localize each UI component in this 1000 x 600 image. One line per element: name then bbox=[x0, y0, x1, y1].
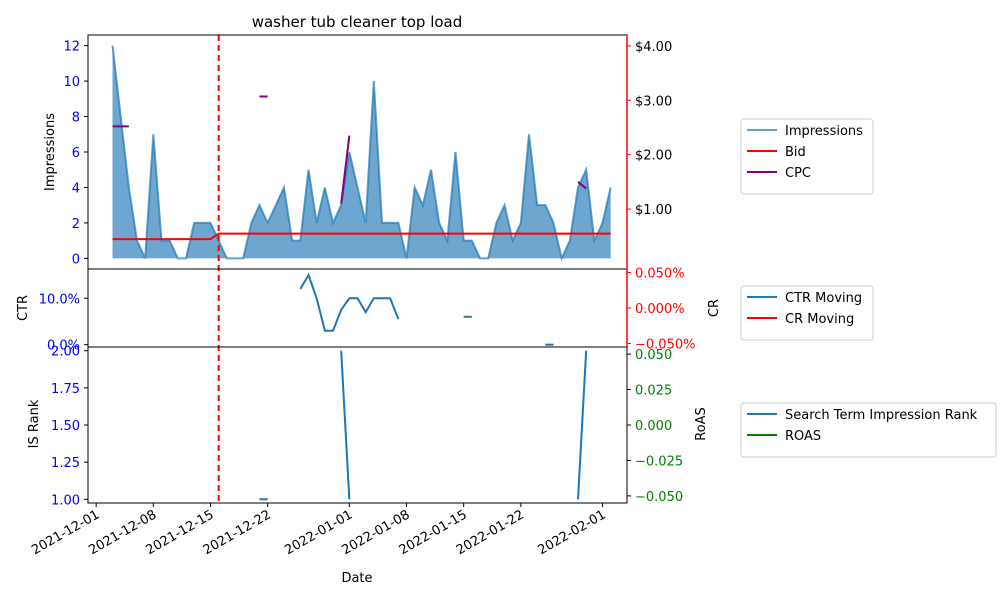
top-y-tick-label: 12 bbox=[63, 40, 80, 55]
bottom-legend-label: ROAS bbox=[785, 429, 821, 444]
cpc-segment-3 bbox=[340, 135, 351, 204]
bottom-y-axis-label: IS Rank bbox=[27, 399, 42, 448]
top-y-tick-label: 2 bbox=[72, 217, 80, 232]
top-y-tick-label: 4 bbox=[72, 181, 80, 196]
impressions-area bbox=[112, 45, 611, 259]
top-y-tick-label: 6 bbox=[72, 146, 80, 161]
bottom-y-tick-label: 1.50 bbox=[51, 419, 80, 434]
bottom-legend-label: Search Term Impression Rank bbox=[785, 408, 978, 423]
bottom-y-tick-label: 1.75 bbox=[51, 382, 80, 397]
middle-y-axis-label: CTR bbox=[16, 295, 31, 321]
middle-legend-label: CTR Moving bbox=[785, 291, 862, 306]
rank-segment-2 bbox=[340, 350, 351, 500]
bottom-y2-tick-label: 0.000 bbox=[635, 419, 672, 434]
top-y-tick-label: 8 bbox=[72, 111, 80, 126]
bottom-y2-tick-label: −0.025 bbox=[635, 454, 683, 469]
bottom-y-tick-label: 1.25 bbox=[51, 456, 80, 471]
top-legend-label: Bid bbox=[785, 145, 806, 160]
bottom-y-tick-label: 2.00 bbox=[51, 345, 80, 360]
middle-panel-frame bbox=[87, 268, 628, 348]
top-y2-tick-label: $1.00 bbox=[635, 203, 672, 218]
bid-line bbox=[112, 232, 611, 241]
x-tick-label: 2022-02-01 bbox=[536, 507, 609, 558]
top-y2-tick-label: $3.00 bbox=[635, 94, 672, 109]
x-axis-label: Date bbox=[341, 571, 372, 586]
middle-legend-box bbox=[740, 285, 874, 341]
bottom-y2-tick-label: −0.050 bbox=[635, 490, 683, 505]
bottom-y2-axis-label: RoAS bbox=[694, 407, 709, 441]
cpc-segment-4 bbox=[577, 181, 587, 190]
middle-y-tick-label: 0.0% bbox=[47, 339, 80, 354]
top-y2-tick-label: $4.00 bbox=[635, 40, 672, 55]
rank-segment-3 bbox=[577, 350, 588, 500]
middle-y2-tick-label: 0.050% bbox=[635, 267, 685, 282]
middle-y-tick-label: 10.0% bbox=[39, 292, 80, 307]
top-y2-tick-label: $2.00 bbox=[635, 149, 672, 164]
top-y-tick-label: 0 bbox=[72, 252, 80, 267]
ctr-segment-1 bbox=[299, 272, 400, 332]
top-legend-box bbox=[740, 118, 874, 195]
top-legend-label: CPC bbox=[785, 166, 811, 181]
bottom-y-tick-label: 1.00 bbox=[51, 493, 80, 508]
bottom-panel-frame bbox=[87, 346, 628, 504]
top-legend-label: Impressions bbox=[785, 124, 863, 139]
middle-y2-axis-label: CR bbox=[707, 299, 722, 317]
top-y-axis-label: Impressions bbox=[43, 113, 58, 191]
impressions-line bbox=[111, 45, 612, 262]
chart-title: washer tub cleaner top load bbox=[252, 13, 463, 31]
middle-y2-tick-label: 0.000% bbox=[635, 302, 685, 317]
bottom-y2-tick-label: 0.050 bbox=[635, 348, 672, 363]
middle-y2-tick-label: −0.050% bbox=[635, 337, 695, 352]
top-y-tick-label: 10 bbox=[63, 75, 80, 90]
bottom-y2-tick-label: 0.025 bbox=[635, 384, 672, 399]
bottom-legend-box bbox=[740, 402, 997, 458]
middle-legend-label: CR Moving bbox=[785, 312, 854, 327]
